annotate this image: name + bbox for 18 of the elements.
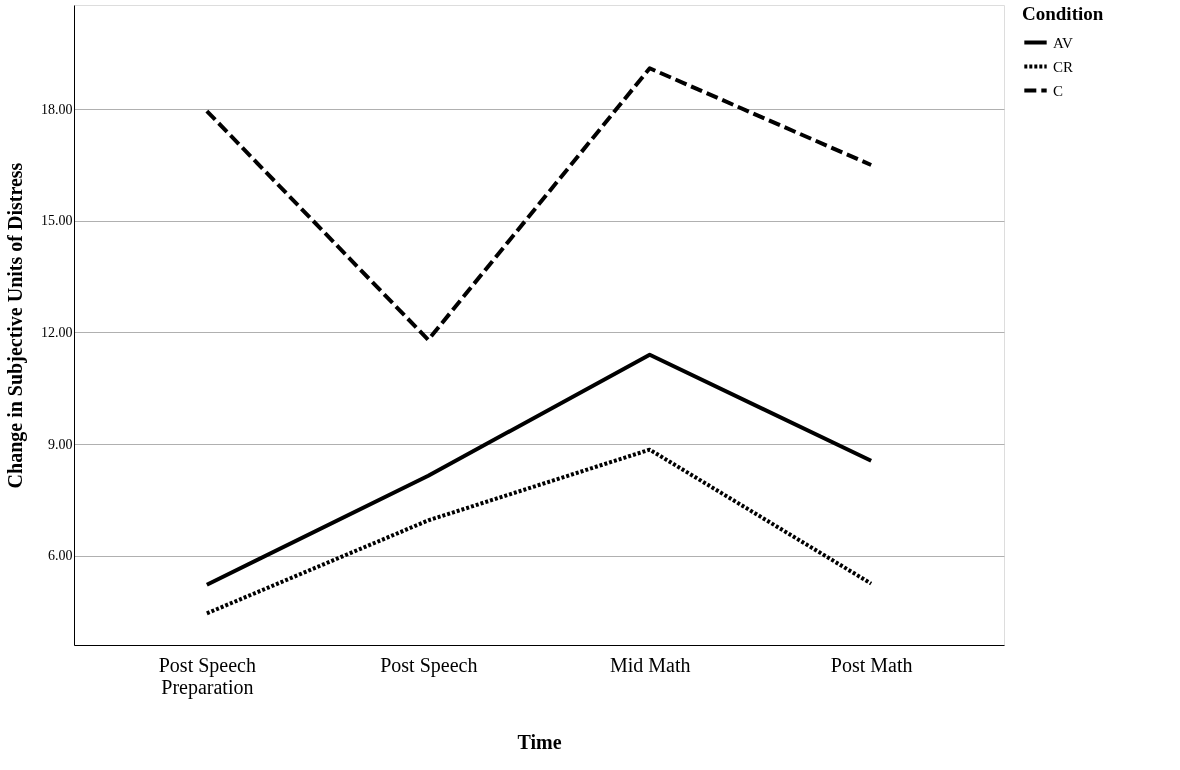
line-series <box>204 352 874 587</box>
y-tick-label: 6.00 <box>48 548 73 564</box>
legend-label: CR <box>1053 58 1074 75</box>
line-series <box>204 66 874 342</box>
y-tick-label: 15.00 <box>41 213 73 229</box>
y-tick-label: 9.00 <box>48 436 73 452</box>
line-series <box>204 447 874 616</box>
x-tick-label: Post Speech Preparation <box>158 653 256 699</box>
y-tick-label: 18.00 <box>41 101 73 117</box>
x-axis-title: Time <box>517 730 562 753</box>
y-axis-title: Change in Subjective Units of Distress <box>4 162 27 489</box>
x-tick-label: Mid Math <box>609 653 691 676</box>
legend-label: C <box>1053 82 1064 99</box>
x-tick-label: Post Math <box>830 653 913 676</box>
legend-label: AV <box>1053 34 1073 51</box>
legend-title: Condition <box>1022 3 1104 24</box>
x-tick-label: Post Speech <box>380 653 478 677</box>
y-tick-label: 12.00 <box>41 324 73 340</box>
